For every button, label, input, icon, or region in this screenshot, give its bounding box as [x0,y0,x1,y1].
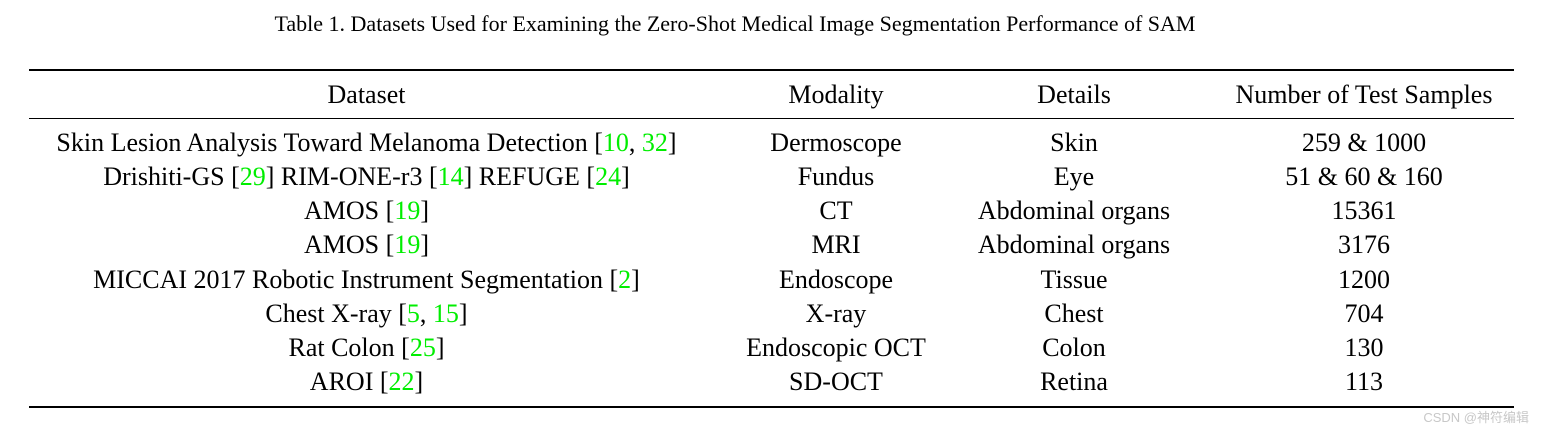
header-modality: Modality [788,80,884,109]
dataset-name: RIM-ONE-r3 [280,162,423,191]
dataset-cell: Drishiti-GS [29] RIM-ONE-r3 [14] REFUGE … [103,162,630,191]
header-dataset: Dataset [327,80,406,109]
dataset-name: Drishiti-GS [103,162,225,191]
table-top-rule [29,69,1514,71]
table-row: MICCAI 2017 Robotic Instrument Segmentat… [29,263,1514,297]
modality-cell: Fundus [797,162,875,191]
table-row: Rat Colon [25] Endoscopic OCT Colon 130 [29,331,1514,365]
samples-cell: 130 [1344,333,1384,362]
dataset-name: MICCAI 2017 Robotic Instrument Segmentat… [93,265,603,294]
modality-cell: MRI [811,230,861,259]
samples-cell: 3176 [1338,230,1390,259]
dataset-name: AROI [309,367,374,396]
header-samples: Number of Test Samples [1235,80,1493,109]
samples-cell: 15361 [1331,196,1397,225]
citation-link[interactable]: 19 [394,230,421,259]
header-details: Details [1037,80,1111,109]
samples-cell: 113 [1344,367,1384,396]
table-bottom-rule [29,406,1514,408]
table-row: AROI [22] SD-OCT Retina 113 [29,365,1514,399]
details-cell: Skin [1050,128,1098,157]
dataset-name: Skin Lesion Analysis Toward Melanoma Det… [56,128,588,157]
citation-link[interactable]: 22 [388,367,415,396]
samples-cell: 1200 [1338,265,1390,294]
samples-cell: 51 & 60 & 160 [1285,162,1443,191]
dataset-name: Rat Colon [288,333,395,362]
dataset-name: Chest X-ray [265,299,392,328]
dataset-cell: AROI [22] [309,367,424,396]
modality-cell: Endoscopic OCT [746,333,926,362]
modality-cell: Dermoscope [770,128,902,157]
table-row: AMOS [19] CT Abdominal organs 15361 [29,194,1514,228]
details-cell: Retina [1040,367,1108,396]
details-cell: Eye [1053,162,1095,191]
modality-cell: X-ray [805,299,867,328]
watermark: CSDN @神符编辑 [1423,410,1529,425]
citation-link[interactable]: 15 [432,299,459,328]
citation-link[interactable]: 10 [602,128,629,157]
citation-link[interactable]: 32 [641,128,668,157]
citation-link[interactable]: 29 [239,162,266,191]
citation-bracket-open: [ [594,128,603,157]
dataset-cell: Skin Lesion Analysis Toward Melanoma Det… [29,126,704,160]
citation-link[interactable]: 24 [595,162,622,191]
citation-link[interactable]: 5 [406,299,420,328]
samples-cell: 259 & 1000 [1301,128,1427,157]
citation-link[interactable]: 14 [437,162,464,191]
table-row: AMOS [19] MRI Abdominal organs 3176 [29,228,1514,262]
samples-cell: 704 [1344,299,1384,328]
citation-link[interactable]: 19 [394,196,421,225]
table-caption: Table 1. Datasets Used for Examining the… [274,11,1196,36]
dataset-cell: AMOS [19] [304,196,429,225]
citation-separator: , [628,128,642,157]
table-header-rule [29,118,1514,119]
citation-link[interactable]: 2 [618,265,632,294]
citation-link[interactable]: 25 [409,333,436,362]
dataset-name: AMOS [304,196,380,225]
dataset-cell: Chest X-ray [5, 15] [265,299,468,328]
table-row: Drishiti-GS [29] RIM-ONE-r3 [14] REFUGE … [29,160,1514,194]
details-cell: Colon [1042,333,1106,362]
dataset-name: REFUGE [478,162,580,191]
details-cell: Tissue [1040,265,1108,294]
modality-cell: Endoscope [778,265,894,294]
table-row: Chest X-ray [5, 15] X-ray Chest 704 [29,297,1514,331]
modality-cell: CT [819,196,853,225]
dataset-cell: AMOS [19] [304,230,429,259]
details-cell: Abdominal organs [977,230,1171,259]
table-header-row: Dataset Modality Details Number of Test … [29,78,1514,112]
citation-bracket-close: ] [667,128,677,157]
table-row: Skin Lesion Analysis Toward Melanoma Det… [29,126,1514,160]
dataset-cell: MICCAI 2017 Robotic Instrument Segmentat… [93,265,640,294]
dataset-cell: Rat Colon [25] [288,333,445,362]
details-cell: Chest [1044,299,1104,328]
dataset-name: AMOS [304,230,380,259]
details-cell: Abdominal organs [977,196,1171,225]
modality-cell: SD-OCT [789,367,883,396]
